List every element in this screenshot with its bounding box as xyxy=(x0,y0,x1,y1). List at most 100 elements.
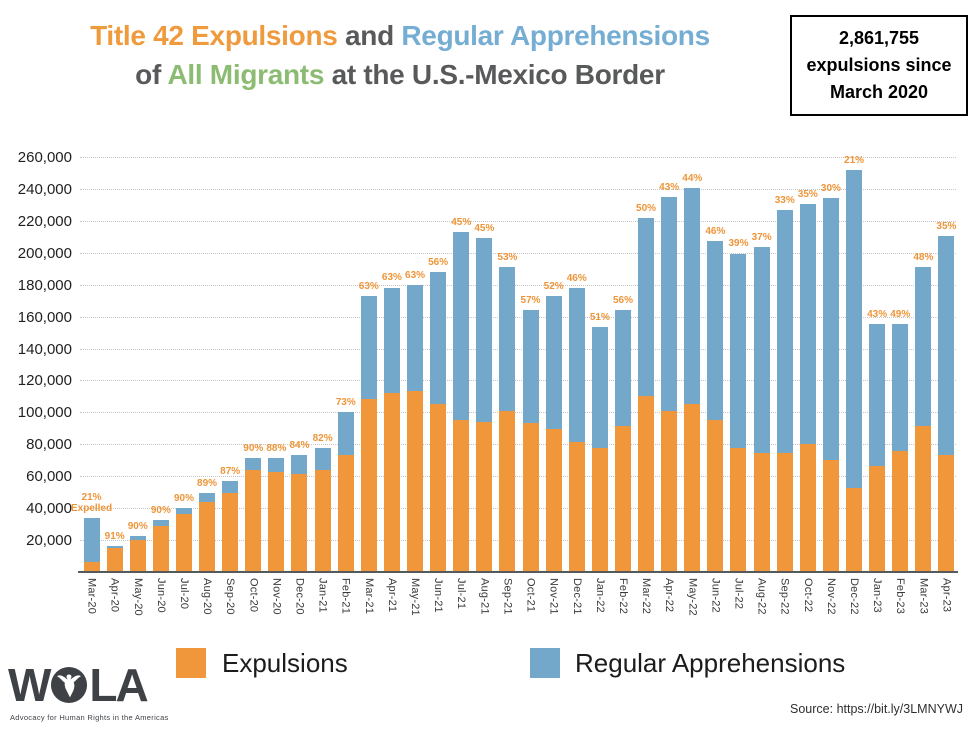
y-axis-labels: 20,000 40,000 60,000 80,000 100,000 120,000 14… xyxy=(0,140,72,573)
bar-column: 35% xyxy=(796,140,819,573)
stacked-bar xyxy=(684,188,701,573)
x-tick-label: Nov-20 xyxy=(270,578,283,615)
x-tick-label: Dec-20 xyxy=(293,578,306,615)
percent-expelled-label: 90% xyxy=(150,505,171,517)
stacked-bar xyxy=(291,454,308,573)
x-tick-label: Apr-20 xyxy=(108,578,121,613)
plot-area: 21% Expelled 91% 90% 90% 90% 89% 87% 90% 88% 84% 82… xyxy=(71,140,958,573)
segment-expulsions xyxy=(407,391,424,573)
x-tick-label: Sep-21 xyxy=(501,578,514,615)
stacked-bar xyxy=(175,507,192,573)
segment-regular-apprehensions xyxy=(476,238,493,423)
callout-number: 2,861,755 xyxy=(838,28,920,48)
percent-expelled-label: 91% xyxy=(104,530,125,542)
segment-regular-apprehensions xyxy=(268,457,285,472)
segment-expulsions xyxy=(199,501,216,573)
segment-expulsions xyxy=(614,425,631,573)
bar-column: 56% xyxy=(427,140,450,573)
percent-expelled-label: 39% xyxy=(728,238,749,250)
gridline xyxy=(80,220,956,222)
bar-column: 51% xyxy=(588,140,611,573)
segment-regular-apprehensions xyxy=(360,296,377,399)
segment-expulsions xyxy=(175,514,192,573)
percent-expelled-label: 48% xyxy=(913,251,934,263)
percent-expelled-label: 35% xyxy=(936,220,957,232)
gridline xyxy=(80,412,956,414)
title-part-regular-apprehensions: Regular Apprehensions xyxy=(401,20,710,51)
source-link-text: Source: https://bit.ly/3LMNYWJ xyxy=(790,702,963,716)
x-tick-label: Mar-23 xyxy=(917,578,930,615)
x-tick-label: Apr-22 xyxy=(663,578,676,613)
segment-expulsions xyxy=(83,561,100,573)
percent-expelled-label: 90% xyxy=(173,492,194,504)
title-part-of: of xyxy=(135,59,168,90)
percent-expelled-label: 45% xyxy=(474,223,495,235)
stacked-bar xyxy=(152,520,169,573)
logo-tagline: Advocacy for Human Rights in the America… xyxy=(10,713,169,722)
percent-expelled-label: 43% xyxy=(659,181,680,193)
percent-expelled-label: 53% xyxy=(497,251,518,263)
bar-column: 46% xyxy=(704,140,727,573)
gridline xyxy=(80,476,956,478)
segment-regular-apprehensions xyxy=(846,170,863,489)
stacked-bar xyxy=(568,287,585,573)
segment-regular-apprehensions xyxy=(291,454,308,474)
x-tick-label: Dec-22 xyxy=(848,578,861,615)
y-tick-label: 60,000 xyxy=(26,468,72,486)
expulsions-total-callout: 2,861,755 expulsions since March 2020 xyxy=(790,15,968,116)
stacked-bar xyxy=(314,447,331,573)
segment-regular-apprehensions xyxy=(638,218,655,396)
title-part-title42-expulsions: Title 42 Expulsions xyxy=(90,20,338,51)
bar-column: 43% xyxy=(866,140,889,573)
bar-column: 63% xyxy=(357,140,380,573)
bar-column: 50% xyxy=(635,140,658,573)
segment-regular-apprehensions xyxy=(938,235,955,455)
bar-column: 43% xyxy=(658,140,681,573)
percent-expelled-label: 56% xyxy=(612,294,633,306)
gridline xyxy=(80,380,956,382)
segment-regular-apprehensions xyxy=(707,241,724,421)
percent-expelled-label: 30% xyxy=(820,183,841,195)
bar-column: 73% xyxy=(334,140,357,573)
stacked-bar xyxy=(383,287,400,573)
bar-column: 82% xyxy=(311,140,334,573)
stacked-bar xyxy=(707,241,724,573)
y-tick-label: 140,000 xyxy=(17,340,72,358)
stacked-bar xyxy=(730,253,747,573)
gridline xyxy=(80,188,956,190)
bar-column: 35% xyxy=(935,140,958,573)
percent-expelled-label: 46% xyxy=(566,272,587,284)
percent-expelled-label: 63% xyxy=(358,281,379,293)
y-tick-label: 160,000 xyxy=(17,308,72,326)
stacked-bar xyxy=(407,284,424,573)
percent-expelled-label: 73% xyxy=(335,396,356,408)
segment-expulsions xyxy=(453,419,470,573)
y-tick-label: 240,000 xyxy=(17,180,72,198)
x-tick-label: Apr-23 xyxy=(940,578,953,613)
x-tick-label: Sep-20 xyxy=(224,578,237,615)
segment-regular-apprehensions xyxy=(522,309,539,424)
segment-regular-apprehensions xyxy=(730,253,747,449)
bar-column: 56% xyxy=(611,140,634,573)
callout-text-2: March 2020 xyxy=(829,82,929,102)
stacked-bar xyxy=(360,296,377,573)
title-part-all-migrants: All Migrants xyxy=(167,59,325,90)
segment-expulsions xyxy=(268,471,285,573)
gridline xyxy=(80,252,956,254)
segment-expulsions xyxy=(822,460,839,573)
stacked-bar xyxy=(799,203,816,573)
segment-regular-apprehensions xyxy=(545,295,562,429)
segment-regular-apprehensions xyxy=(499,266,516,411)
percent-expelled-label: 37% xyxy=(751,232,772,244)
x-tick-label: Oct-20 xyxy=(247,578,260,613)
x-tick-label: Oct-21 xyxy=(524,578,537,613)
x-tick-label: Feb-21 xyxy=(339,578,352,615)
segment-expulsions xyxy=(684,403,701,573)
bar-column: 30% xyxy=(819,140,842,573)
percent-expelled-label: 90% xyxy=(127,520,148,532)
segment-regular-apprehensions xyxy=(822,198,839,461)
bar-column: 89% xyxy=(196,140,219,573)
segment-expulsions xyxy=(707,420,724,573)
x-tick-label: Jun-21 xyxy=(432,578,445,613)
